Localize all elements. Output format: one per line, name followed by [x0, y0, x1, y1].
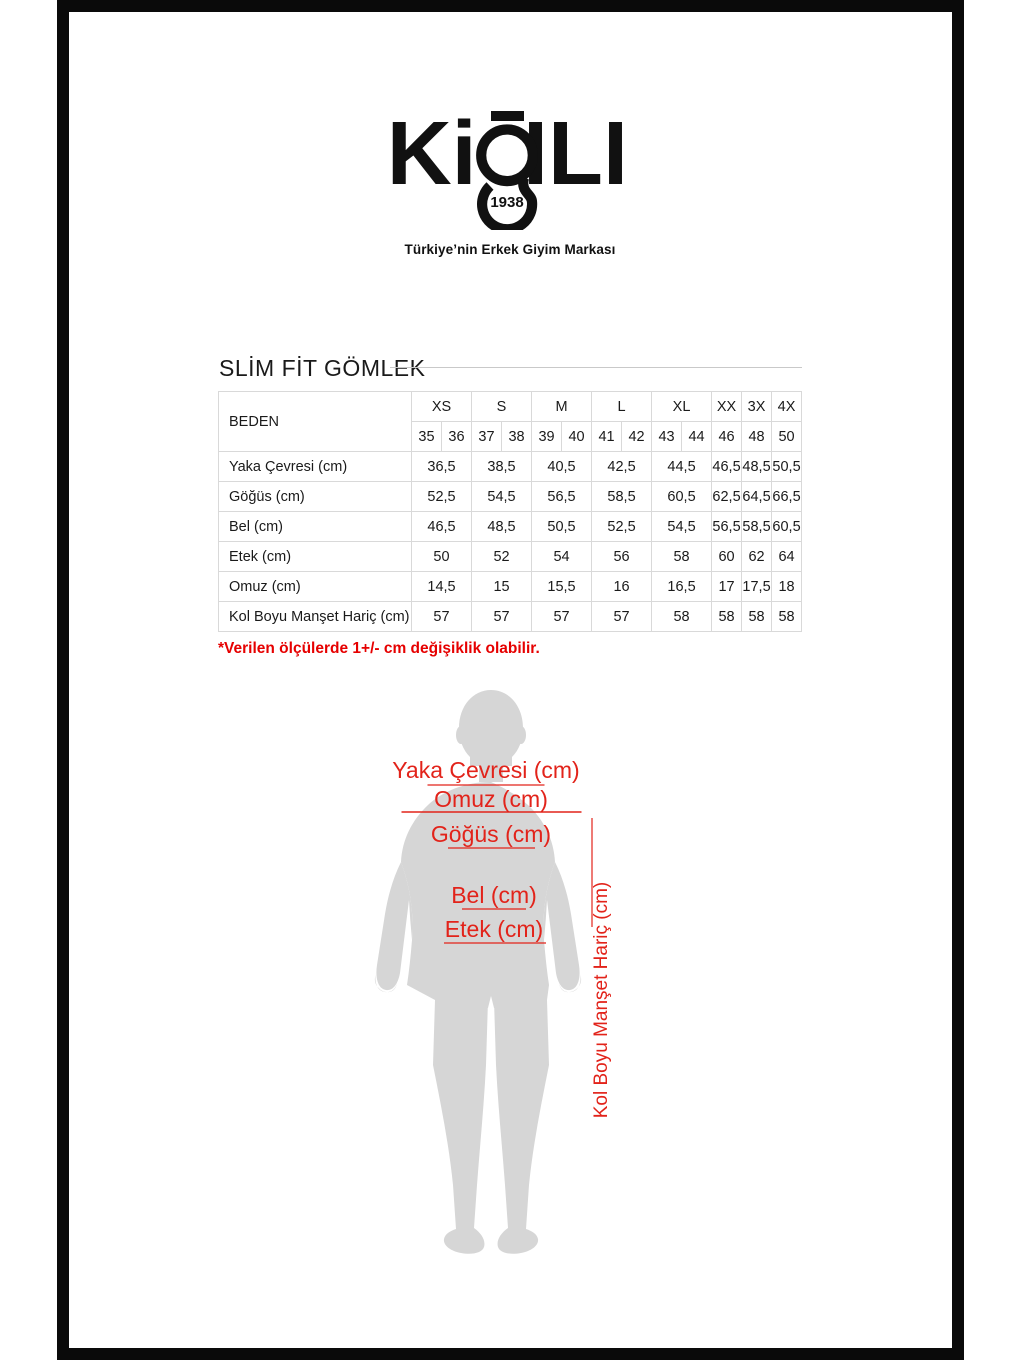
- svg-text:Göğüs (cm): Göğüs (cm): [431, 821, 551, 847]
- svg-text:Kol Boyu Manşet Hariç (cm): Kol Boyu Manşet Hariç (cm): [591, 882, 612, 1119]
- svg-text:Omuz (cm): Omuz (cm): [434, 786, 548, 812]
- svg-text:Yaka Çevresi (cm): Yaka Çevresi (cm): [392, 757, 579, 783]
- svg-text:Etek (cm): Etek (cm): [445, 916, 543, 942]
- svg-text:Bel (cm): Bel (cm): [451, 882, 537, 908]
